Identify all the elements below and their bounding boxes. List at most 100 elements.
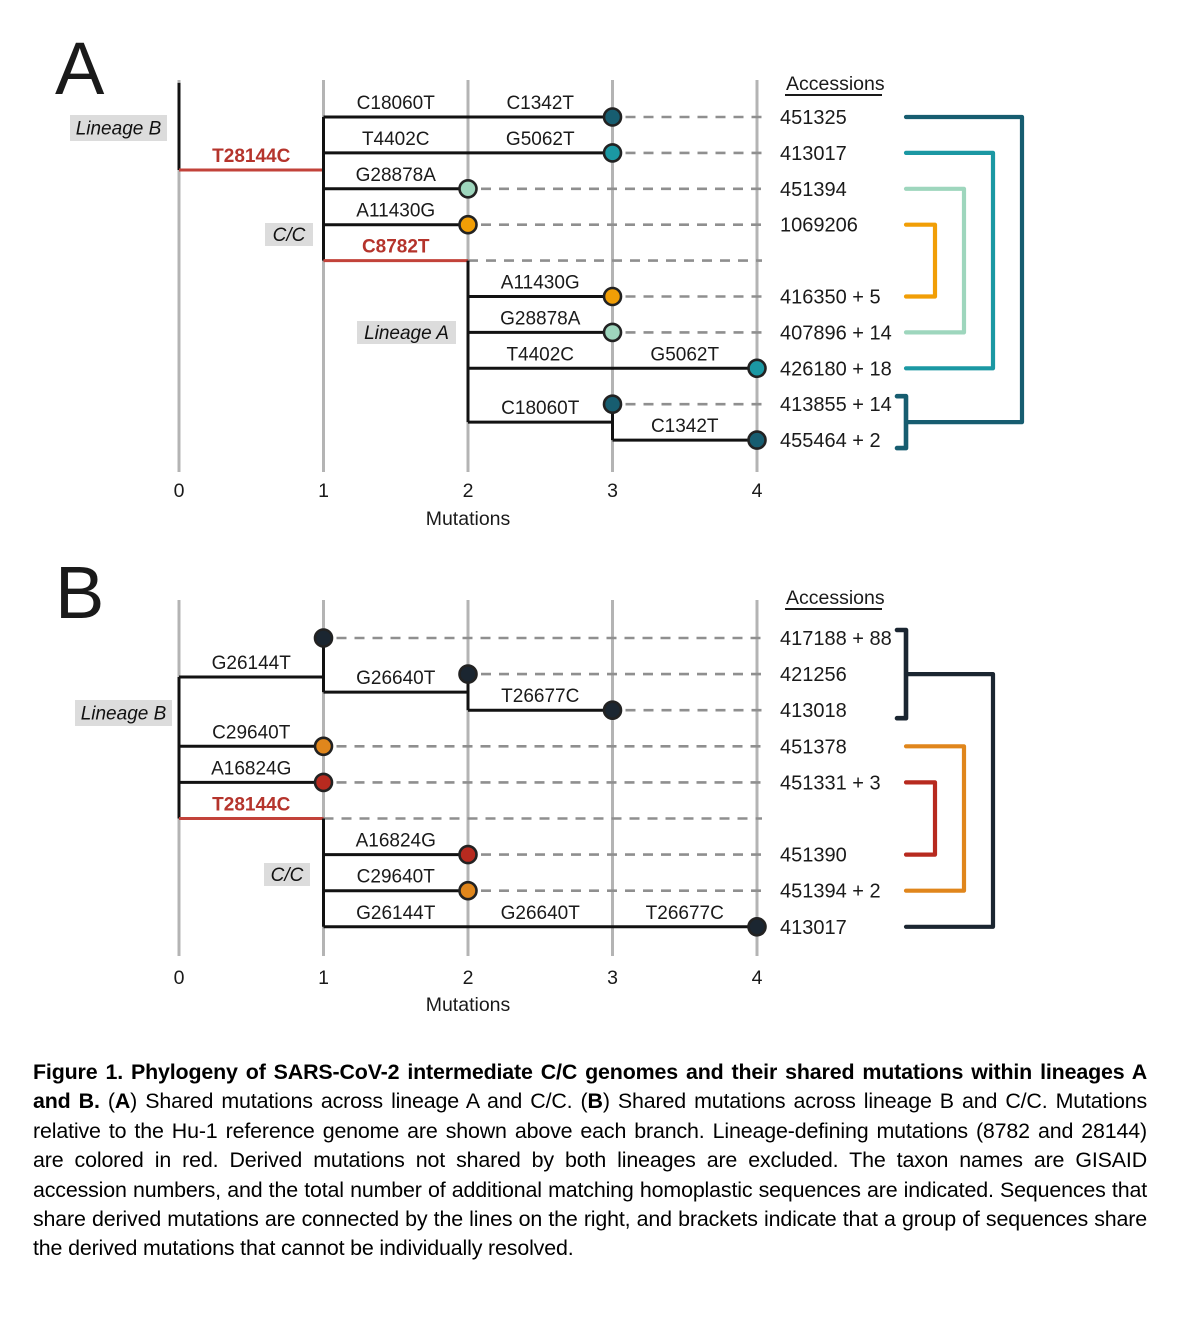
axis-title: Mutations — [426, 508, 511, 530]
caption-segment: ) Shared mutations across lineage A and … — [130, 1089, 588, 1114]
axis-tick-label: 1 — [318, 480, 329, 502]
accession-label: 451394 + 2 — [780, 881, 881, 903]
accession-label: 451390 — [780, 845, 847, 867]
axis-tick-label: 4 — [752, 967, 763, 989]
mutation-label: C8782T — [362, 237, 430, 258]
accessions-header: Accessions — [786, 73, 885, 95]
caption-segment: ) Shared mutations across lineage B and … — [33, 1089, 1147, 1261]
accession-label: 413017 — [780, 143, 847, 165]
accession-label: 451331 + 3 — [780, 772, 881, 794]
mutation-label: C29640T — [357, 867, 436, 888]
tip-dot — [602, 107, 623, 127]
mutation-label: C18060T — [357, 93, 436, 114]
mutation-label: A11430G — [501, 273, 580, 294]
tip-dot — [313, 736, 334, 757]
accession-label: 407896 + 14 — [780, 322, 892, 344]
axis-tick-label: 3 — [607, 967, 618, 989]
axis-tick-label: 1 — [318, 967, 329, 989]
mutation-label: G5062T — [650, 344, 719, 365]
panel-b: 0 1 2 3 4 Mutations B Accessions 417188 + 88 4212… — [55, 551, 996, 1016]
tip-dot — [602, 286, 623, 307]
mutation-label: T28144C — [212, 795, 290, 816]
caption-segment: B — [587, 1089, 603, 1114]
tip-dot — [747, 358, 767, 379]
caption-segment: ( — [99, 1089, 115, 1114]
mutation-label: G26144T — [356, 903, 436, 924]
axis-tick-label: 2 — [463, 967, 474, 989]
clade-label-box — [70, 115, 167, 141]
mutation-label: G28878A — [500, 308, 581, 329]
accessions-header: Accessions — [786, 587, 885, 609]
tip-dot — [602, 394, 623, 415]
axis-title: Mutations — [426, 994, 511, 1016]
shared-mutation-connector — [903, 186, 967, 335]
accession-label: 451394 — [780, 179, 847, 201]
mutation-label: T4402C — [362, 129, 430, 150]
accession-label: 451325 — [780, 107, 847, 129]
mutation-label: C18060T — [501, 398, 580, 419]
clade-label: Lineage A — [364, 323, 449, 344]
accession-label: 413017 — [780, 917, 847, 939]
tip-dot — [458, 214, 478, 235]
mutation-label: T26677C — [646, 903, 724, 924]
shared-mutation-connector — [903, 150, 996, 371]
shared-mutation-connector — [903, 780, 938, 857]
axis-tick-label: 0 — [174, 967, 185, 989]
clade-label-box — [75, 700, 172, 726]
mutation-label: G26144T — [212, 653, 292, 674]
shared-mutation-connector — [903, 114, 1025, 425]
mutation-label: T26677C — [501, 686, 579, 707]
clade-label: C/C — [271, 865, 304, 886]
clade-label-box — [265, 223, 313, 246]
clade-label: C/C — [273, 225, 306, 246]
mutation-label: A16824G — [211, 758, 291, 779]
panel-a: 0 1 2 3 4 Mutations A Accessions 451325 413017 451… — [55, 27, 1025, 530]
tip-dot — [602, 143, 623, 163]
caption-segment: A — [114, 1089, 131, 1114]
caption-segment: Figure 1. Phylogeny of SARS-CoV-2 interm… — [33, 1060, 1147, 1114]
accession-label: 417188 + 88 — [780, 628, 892, 650]
accession-label: 1069206 — [780, 215, 858, 237]
group-bracket — [894, 627, 909, 721]
tip-dot — [313, 628, 334, 648]
mutation-label: C1342T — [651, 416, 719, 437]
shared-mutation-connector — [903, 672, 996, 929]
tip-dot — [747, 430, 767, 450]
accession-label: 451378 — [780, 736, 847, 758]
mutation-label: G26640T — [356, 668, 436, 689]
accession-label: 413018 — [780, 700, 847, 722]
clade-label-box — [264, 863, 310, 886]
phylogeny-figure-svg: 0 1 2 3 4 Mutations A Accessions 451325 413017 451… — [55, 27, 1025, 1016]
tip-dot — [458, 664, 478, 684]
tip-dot — [602, 322, 623, 343]
panel-letter: B — [55, 551, 104, 634]
tip-dot — [747, 916, 767, 937]
shared-mutation-connector — [903, 744, 967, 893]
axis-tick-label: 3 — [607, 480, 618, 502]
accession-label: 413855 + 14 — [780, 394, 892, 416]
shared-mutation-connector — [903, 222, 938, 299]
tip-dot — [458, 880, 478, 901]
mutation-label: T4402C — [506, 344, 574, 365]
axis-tick-label: 4 — [752, 480, 763, 502]
mutation-label: C29640T — [212, 722, 291, 743]
figure-caption: Figure 1. Phylogeny of SARS-CoV-2 interm… — [33, 1058, 1147, 1264]
mutation-label: A11430G — [356, 201, 435, 222]
panel-letter: A — [55, 27, 105, 110]
clade-label-box — [357, 321, 456, 344]
accession-label: 421256 — [780, 664, 847, 686]
group-bracket — [894, 393, 909, 451]
mutation-label: G26640T — [501, 903, 581, 924]
tip-dot — [313, 772, 334, 793]
mutation-label: T28144C — [212, 146, 290, 167]
clade-label: Lineage B — [81, 704, 167, 725]
accession-label: 455464 + 2 — [780, 430, 881, 452]
accession-label: 416350 + 5 — [780, 287, 881, 309]
axis-tick-label: 2 — [463, 480, 474, 502]
mutation-label: G5062T — [506, 129, 575, 150]
mutation-label: A16824G — [356, 831, 436, 852]
axis-tick-label: 0 — [174, 480, 185, 502]
figure-1: 0 1 2 3 4 Mutations A Accessions 451325 413017 451… — [55, 27, 1025, 1016]
accession-label: 426180 + 18 — [780, 358, 892, 380]
mutation-label: C1342T — [506, 93, 574, 114]
